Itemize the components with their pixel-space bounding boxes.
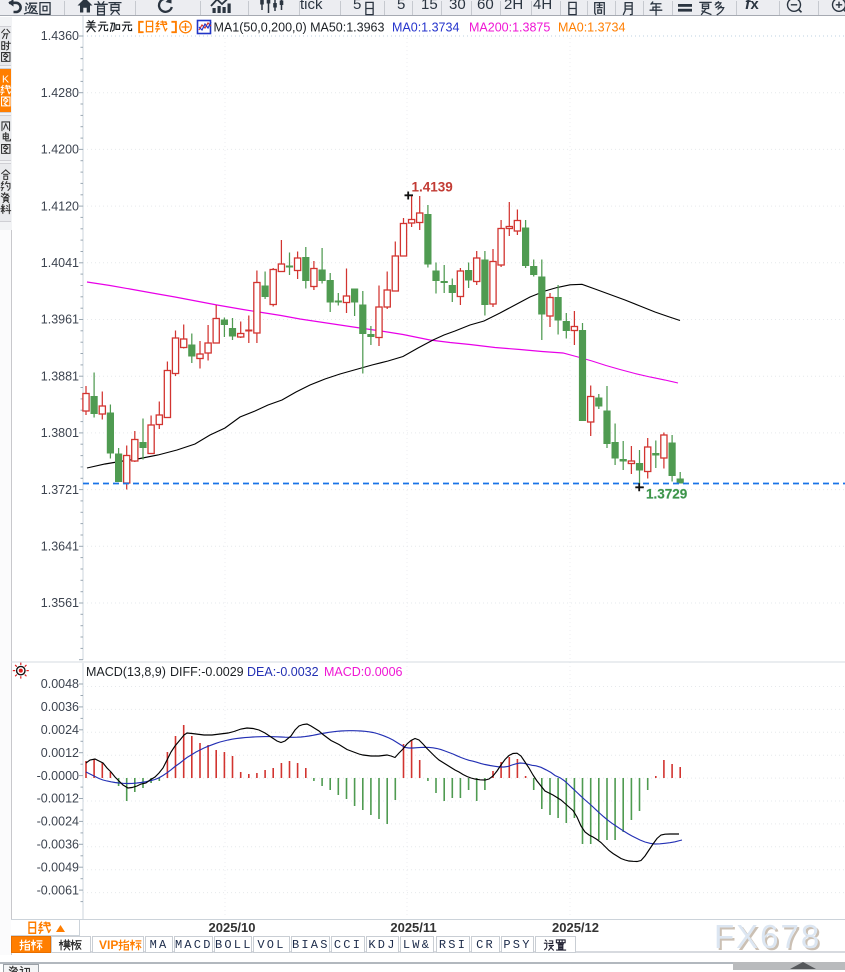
svg-text:MA200:1.3875: MA200:1.3875 bbox=[469, 21, 550, 35]
svg-text:1.3961: 1.3961 bbox=[41, 313, 79, 327]
svg-text:DIFF:-0.0029: DIFF:-0.0029 bbox=[170, 665, 244, 679]
svg-text:1.3881: 1.3881 bbox=[41, 369, 79, 383]
svg-text:1.3561: 1.3561 bbox=[41, 596, 79, 610]
svg-text:1.3641: 1.3641 bbox=[41, 540, 79, 554]
svg-text:-0.0012: -0.0012 bbox=[37, 792, 79, 806]
svg-text:1.4041: 1.4041 bbox=[41, 256, 79, 270]
svg-text:-0.0049: -0.0049 bbox=[37, 860, 79, 874]
svg-text:1.4360: 1.4360 bbox=[41, 29, 79, 43]
svg-text:1.4280: 1.4280 bbox=[41, 86, 79, 100]
svg-text:DEA:-0.0032: DEA:-0.0032 bbox=[247, 665, 319, 679]
svg-text:1.3721: 1.3721 bbox=[41, 483, 79, 497]
svg-text:MA0:1.3734: MA0:1.3734 bbox=[392, 21, 459, 35]
svg-text:-0.0024: -0.0024 bbox=[37, 815, 79, 829]
svg-text:1.4200: 1.4200 bbox=[41, 143, 79, 157]
svg-text:MA1(50,0,200,0) MA50:1.3963: MA1(50,0,200,0) MA50:1.3963 bbox=[214, 21, 385, 35]
svg-text:-0.0061: -0.0061 bbox=[37, 883, 79, 897]
svg-text:1.4139: 1.4139 bbox=[412, 180, 453, 195]
svg-text:0.0048: 0.0048 bbox=[41, 677, 79, 691]
svg-text:-0.0000: -0.0000 bbox=[37, 769, 79, 783]
svg-text:0.0036: 0.0036 bbox=[41, 700, 79, 714]
svg-text:-0.0036: -0.0036 bbox=[37, 838, 79, 852]
svg-text:0.0024: 0.0024 bbox=[41, 723, 79, 737]
svg-text:MACD(13,8,9): MACD(13,8,9) bbox=[86, 665, 166, 679]
svg-text:MACD:0.0006: MACD:0.0006 bbox=[324, 665, 403, 679]
svg-text:0.0012: 0.0012 bbox=[41, 746, 79, 760]
svg-text:1.4120: 1.4120 bbox=[41, 199, 79, 213]
svg-text:K: K bbox=[2, 73, 9, 85]
svg-text:MA0:1.3734: MA0:1.3734 bbox=[558, 21, 625, 35]
svg-text:VIP: VIP bbox=[99, 938, 118, 952]
svg-text:1.3729: 1.3729 bbox=[646, 487, 687, 502]
svg-text:1.3801: 1.3801 bbox=[41, 426, 79, 440]
